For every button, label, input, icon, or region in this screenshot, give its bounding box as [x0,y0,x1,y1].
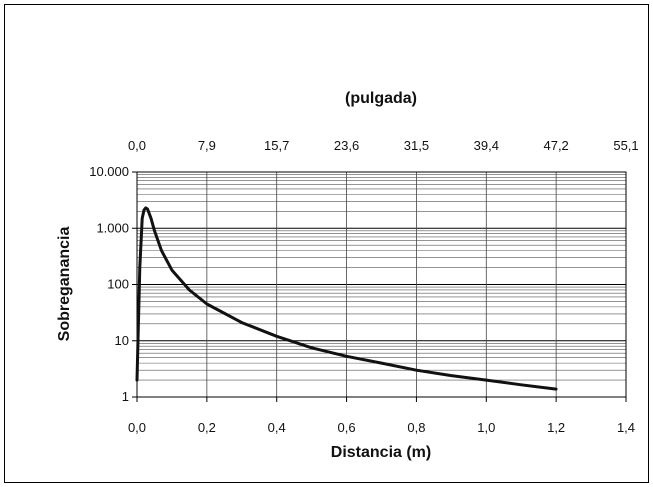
y-tick-label: 1 [122,389,129,404]
outer-border [4,4,649,483]
x-tick-label: 0,4 [268,420,286,435]
plot-area-border [136,171,627,398]
x-top-tick-label: 39,4 [474,138,499,153]
series-line [135,206,558,391]
x-top-tick-label: 7,9 [198,138,216,153]
x-top-tick-label: 15,7 [264,138,289,153]
x-tick-label: 0,2 [198,420,216,435]
y-tick-label: 100 [107,277,129,292]
x-top-tick-label: 31,5 [404,138,429,153]
tick-labels: 0,0 0,2 0,4 0,6 0,8 1,0 1,2 1,4 0,0 7,9 15,7 23,6 31… [89,138,638,435]
y-tick-label: 10 [115,333,129,348]
x-tick-label: 0,6 [338,420,356,435]
x-tick-label: 1,4 [617,420,635,435]
series-layer [135,206,558,391]
x-axis-label: Distancia (m) [331,444,431,461]
x-top-tick-label: 47,2 [543,138,568,153]
x-tick-label: 1,2 [547,420,565,435]
minor-gridlines [137,174,626,381]
x-tick-label: 0,8 [407,420,425,435]
x-tick-label: 1,0 [477,420,495,435]
x-top-tick-label: 55,1 [613,138,638,153]
x-top-tick-label: 0,0 [128,138,146,153]
y-tick-label: 10.000 [89,164,129,179]
y-axis-label: Sobreganancia [56,227,73,342]
x-top-tick-label: 23,6 [334,138,359,153]
x-tick-label: 0,0 [128,420,146,435]
y-tick-label: 1.000 [96,220,129,235]
chart-title: (pulgada) [345,90,417,107]
